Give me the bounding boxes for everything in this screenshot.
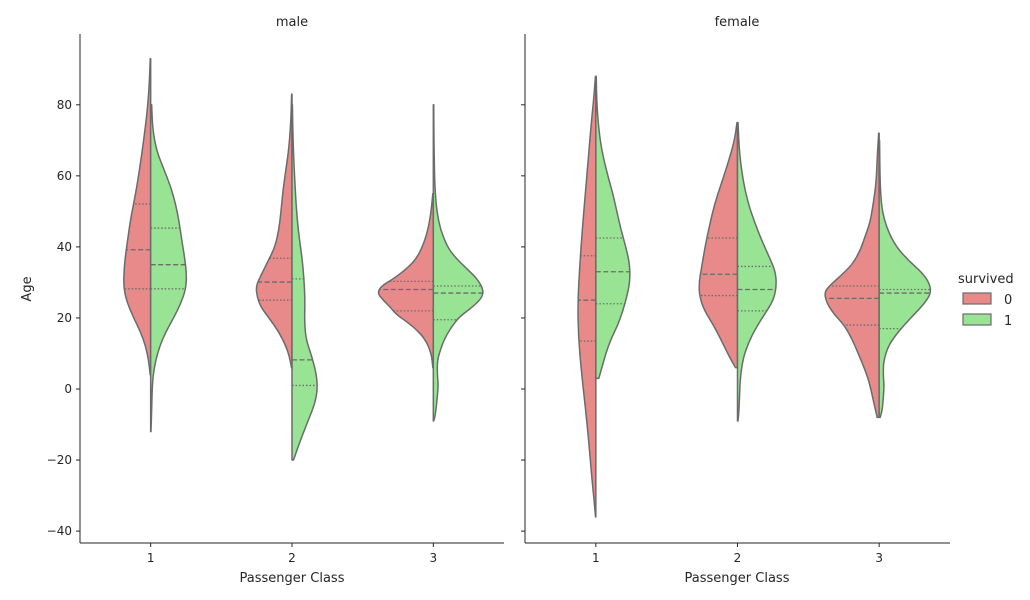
x-axis-label: Passenger Class: [240, 571, 345, 586]
facet-female: female 1 2 3 Passenger Class: [521, 15, 950, 586]
x-tick-label: 2: [734, 551, 742, 565]
violin-half-survived-0: [377, 192, 435, 369]
y-tick-label: 0: [64, 382, 72, 396]
legend-label-1: 1: [1004, 314, 1012, 329]
violin-half-survived-1: [432, 104, 484, 422]
x-ticks: 1 2 3: [147, 543, 437, 565]
y-tick-label: 20: [57, 311, 72, 325]
violin-class-1: [123, 57, 188, 433]
y-ticks: −40 −20 0 20 40 60 80: [47, 98, 80, 538]
x-tick-label: 1: [592, 551, 600, 565]
y-tick-label: 40: [57, 240, 72, 254]
violin-half-survived-1: [595, 75, 631, 380]
legend-title: survived: [958, 272, 1014, 287]
legend: survived 0 1: [958, 272, 1014, 329]
violin-half-survived-0: [698, 121, 739, 369]
x-tick-label: 3: [875, 551, 883, 565]
legend-swatch-1: [962, 313, 992, 326]
legend-label-0: 0: [1004, 293, 1012, 308]
legend-swatch-0: [962, 292, 992, 305]
y-tick-label: 60: [57, 169, 72, 183]
violins-group: [577, 75, 932, 518]
violin-half-survived-1: [878, 139, 932, 419]
x-tick-label: 2: [288, 551, 296, 565]
y-tick-label: −20: [47, 453, 72, 467]
y-ticks: [521, 104, 525, 532]
violin-half-survived-0: [824, 132, 880, 419]
violin-half-survived-1: [736, 121, 777, 422]
violins-group: [123, 57, 484, 461]
violin-class-3: [377, 104, 484, 422]
facet-male: male −40 −20 0 20 40 60 80 1 2 3 Passenger Class…: [20, 15, 504, 586]
facet-title: female: [715, 15, 760, 30]
x-tick-label: 3: [430, 551, 438, 565]
x-axis-label: Passenger Class: [685, 571, 790, 586]
violin-half-survived-0: [123, 57, 152, 376]
x-ticks: 1 2 3: [592, 543, 883, 565]
violin-half-survived-0: [255, 93, 293, 369]
y-tick-label: −40: [47, 524, 72, 538]
facet-title: male: [276, 15, 308, 30]
violin-half-survived-0: [577, 75, 597, 518]
violin-half-survived-1: [291, 104, 318, 461]
y-tick-label: 80: [57, 98, 72, 112]
y-axis-label: Age: [20, 276, 35, 301]
x-tick-label: 1: [147, 551, 155, 565]
violin-class-2: [255, 93, 318, 461]
violin-class-1: [577, 75, 631, 518]
violin-class-3: [824, 132, 932, 419]
violin-half-survived-1: [149, 104, 188, 433]
violin-class-2: [698, 121, 777, 422]
